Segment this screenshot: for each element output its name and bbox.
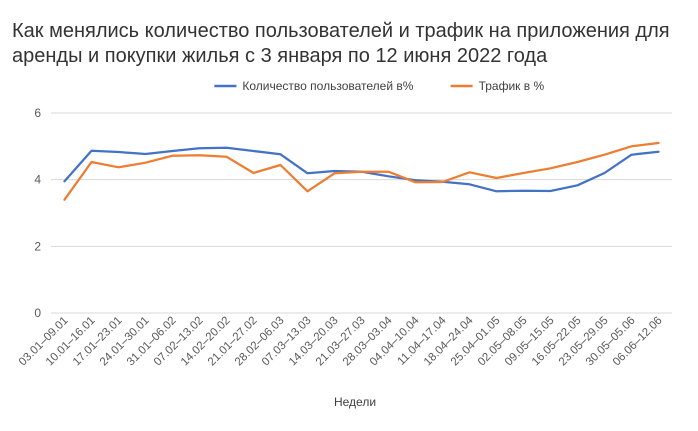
series-line-1	[63, 146, 660, 193]
y-axis-tick-labels: 0 2 4 6	[34, 106, 41, 320]
legend-label-2: Трафик в %	[479, 79, 545, 93]
y-tick-label: 6	[34, 106, 41, 120]
chart-title-line-2: аренды и покупки жилья с 3 января по 12 …	[12, 45, 548, 67]
series-line-2	[63, 141, 660, 201]
legend: Количество пользователей в% Трафик в %	[214, 79, 544, 93]
y-tick-label: 0	[34, 306, 41, 320]
x-axis-label: Недели	[334, 395, 376, 409]
legend-label-1: Количество пользователей в%	[242, 79, 413, 93]
y-tick-label: 4	[34, 173, 41, 187]
x-axis-tick-labels: 03.01–09.0110.01–16.0117.01–23.0124.01–3…	[17, 314, 665, 368]
chart-title: Как менялись количество пользователей и …	[12, 20, 670, 67]
y-tick-label: 2	[34, 239, 41, 253]
series-layer	[63, 141, 660, 201]
gridlines	[51, 112, 672, 314]
chart-title-line-1: Как менялись количество пользователей и …	[12, 20, 670, 42]
